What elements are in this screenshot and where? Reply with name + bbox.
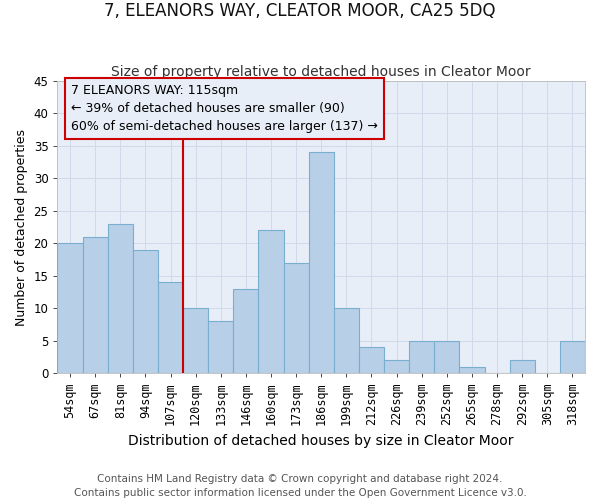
Title: Size of property relative to detached houses in Cleator Moor: Size of property relative to detached ho… <box>112 66 531 80</box>
Text: 7 ELEANORS WAY: 115sqm
← 39% of detached houses are smaller (90)
60% of semi-det: 7 ELEANORS WAY: 115sqm ← 39% of detached… <box>71 84 378 133</box>
Bar <box>108 224 133 374</box>
Bar <box>334 308 359 374</box>
Bar <box>460 367 485 374</box>
Bar <box>359 348 384 374</box>
Y-axis label: Number of detached properties: Number of detached properties <box>15 128 28 326</box>
Text: Contains HM Land Registry data © Crown copyright and database right 2024.
Contai: Contains HM Land Registry data © Crown c… <box>74 474 526 498</box>
Bar <box>434 341 460 374</box>
Bar <box>308 152 334 374</box>
X-axis label: Distribution of detached houses by size in Cleator Moor: Distribution of detached houses by size … <box>128 434 514 448</box>
Bar <box>83 237 108 374</box>
Bar <box>259 230 284 374</box>
Text: 7, ELEANORS WAY, CLEATOR MOOR, CA25 5DQ: 7, ELEANORS WAY, CLEATOR MOOR, CA25 5DQ <box>104 2 496 21</box>
Bar <box>409 341 434 374</box>
Bar <box>560 341 585 374</box>
Bar <box>158 282 183 374</box>
Bar <box>384 360 409 374</box>
Bar <box>284 263 308 374</box>
Bar <box>208 322 233 374</box>
Bar <box>233 289 259 374</box>
Bar <box>133 250 158 374</box>
Bar <box>183 308 208 374</box>
Bar <box>58 244 83 374</box>
Bar <box>509 360 535 374</box>
